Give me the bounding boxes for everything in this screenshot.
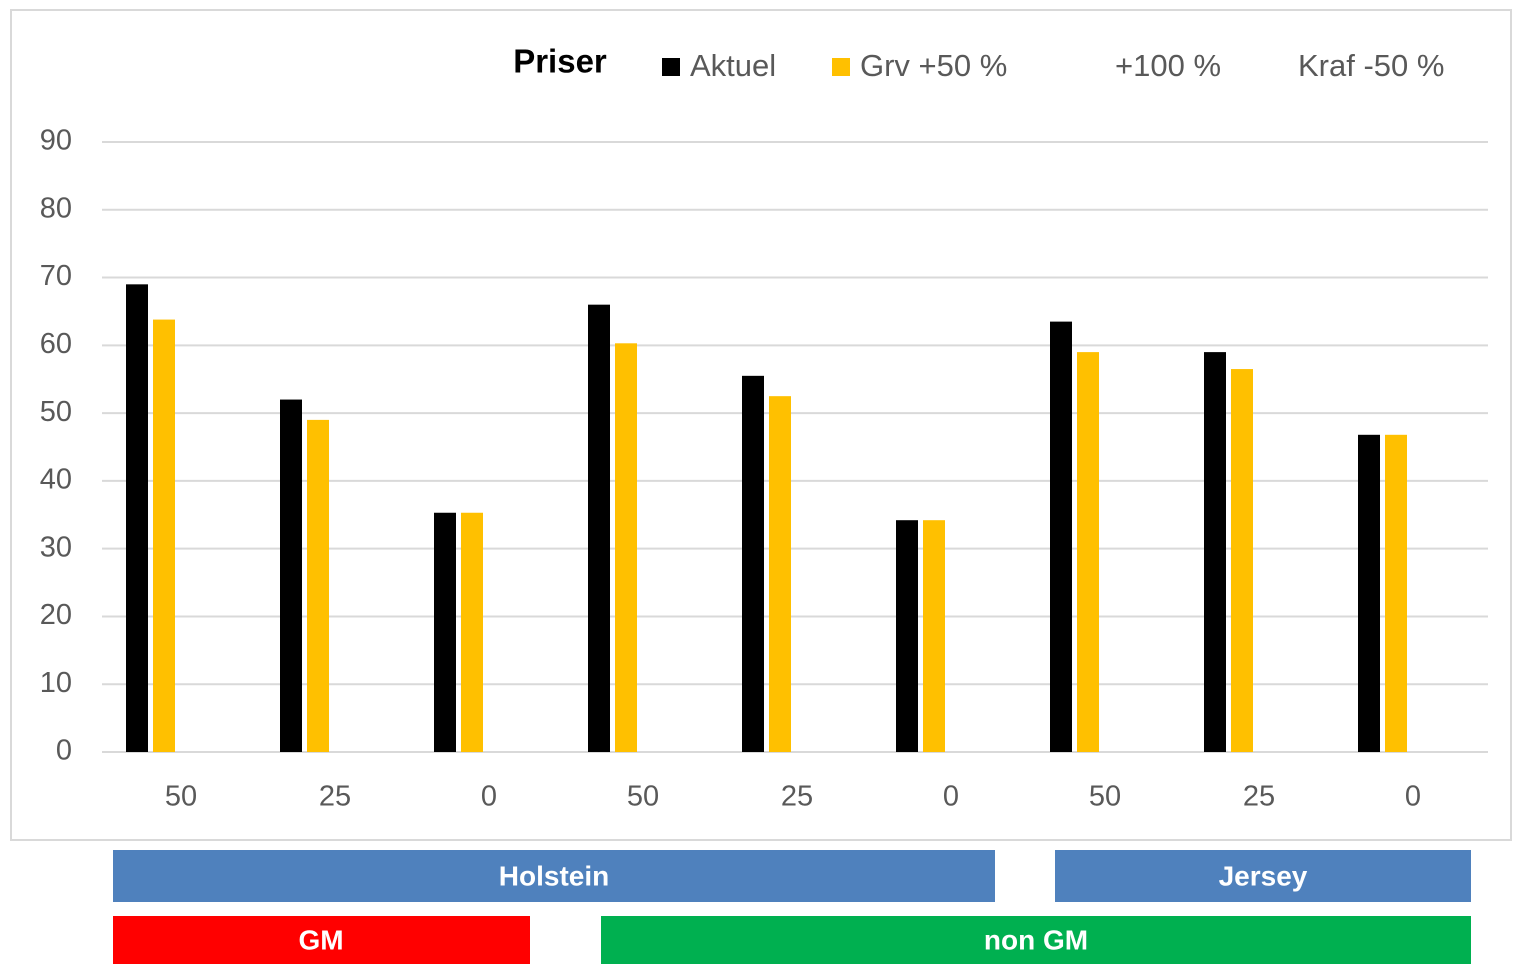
legend-label: Grv +50 % [860,48,1007,83]
group-label: non GM [984,924,1088,955]
bar [896,520,918,752]
group-band [113,916,530,964]
y-tick-label: 30 [40,531,72,563]
group-band [113,850,995,902]
bar [434,512,456,752]
chart-title: Priser [513,43,607,80]
legend-label: +100 % [1115,48,1221,83]
x-tick-label: 0 [481,781,497,813]
group-band [601,916,1471,964]
y-tick-label: 70 [40,260,72,292]
y-tick-label: 80 [40,192,72,224]
bar [615,343,637,752]
y-tick-label: 20 [40,599,72,631]
bar [153,319,175,752]
x-tick-label: 50 [1089,781,1121,813]
x-tick-label: 0 [1405,781,1421,813]
y-tick-label: 10 [40,667,72,699]
bar [588,304,610,752]
y-tick-label: 0 [56,735,72,767]
group-label: Holstein [499,860,609,891]
bar [280,399,302,752]
x-tick-label: 25 [1243,781,1275,813]
bar [742,375,764,752]
legend-swatch [662,58,680,76]
bar [307,419,329,752]
x-tick-label: 50 [627,781,659,813]
group-label: Jersey [1219,860,1308,891]
bar [1385,434,1407,752]
bar [1077,352,1099,752]
bar [1231,369,1253,752]
group-label: GM [298,924,343,955]
legend-swatch [832,58,850,76]
bar [1050,321,1072,752]
y-tick-label: 40 [40,464,72,496]
bar [461,512,483,752]
bar [126,284,148,752]
x-tick-label: 25 [781,781,813,813]
y-tick-label: 50 [40,396,72,428]
x-tick-label: 25 [319,781,351,813]
bar [1204,352,1226,752]
x-tick-label: 50 [165,781,197,813]
legend-label: Kraf -50 % [1298,48,1444,83]
x-tick-label: 0 [943,781,959,813]
y-tick-label: 90 [40,125,72,157]
bar [769,396,791,752]
legend-label: Aktuel [690,48,776,83]
bar [1358,434,1380,752]
y-tick-label: 60 [40,328,72,360]
group-band [1055,850,1471,902]
bar [923,520,945,752]
